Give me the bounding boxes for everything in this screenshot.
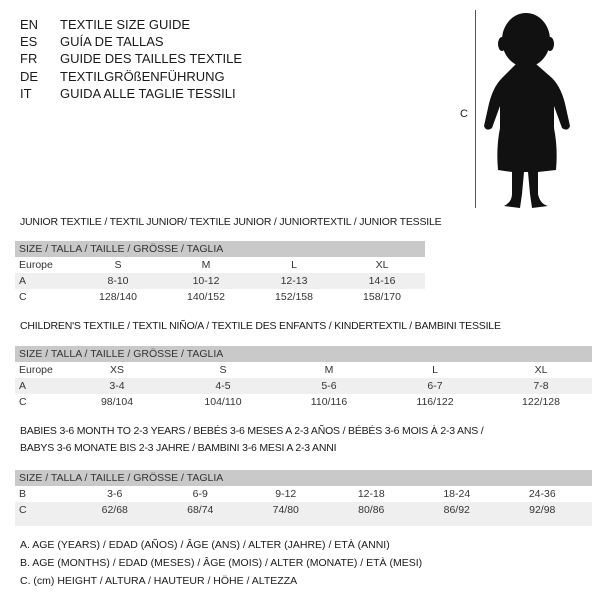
height-measure-label: C: [460, 108, 468, 120]
title-it: IT GUIDA ALLE TAGLIE TESSILI: [20, 85, 236, 101]
language-titles: EN TEXTILE SIZE GUIDE ES GUÍA DE TALLAS FR…: [20, 16, 242, 102]
cell: M: [201, 259, 211, 271]
cell: 62/68: [101, 504, 128, 516]
cell: L: [291, 259, 297, 271]
table-row: C 62/68 68/74 74/80 80/86 86/92 92/98: [15, 502, 592, 526]
cell: 12-13: [280, 275, 308, 287]
cell: 18-24: [443, 488, 471, 500]
table-header: SIZE / TALLA / TAILLE / GRÖSSE / TAGLIA: [15, 470, 592, 486]
legend-b: B. AGE (MONTHS) / EDAD (MESES) / ÂGE (MO…: [20, 557, 423, 569]
table-row: A 3-4 4-5 5-6 6-7 7-8: [15, 378, 592, 394]
cell: 122/128: [522, 396, 560, 408]
junior-size-table: SIZE / TALLA / TAILLE / GRÖSSE / TAGLIA …: [15, 241, 425, 305]
legend: A. AGE (YEARS) / EDAD (AÑOS) / ÂGE (ANS)…: [20, 536, 422, 590]
babies-size-table: SIZE / TALLA / TAILLE / GRÖSSE / TAGLIA …: [15, 470, 592, 526]
height-measure-line: [475, 10, 476, 208]
cell: 6-7: [427, 380, 443, 392]
title-en: EN TEXTILE SIZE GUIDE: [20, 17, 191, 32]
table-row: C 98/104 104/110 110/116 116/122 122/128: [15, 394, 592, 410]
title-fr: FR GUIDE DES TAILLES TEXTILE: [20, 51, 243, 67]
cell: 10-12: [192, 275, 220, 287]
cell: 152/158: [275, 291, 313, 303]
cell: 7-8: [533, 380, 549, 392]
cell: 140/152: [187, 291, 225, 303]
cell: 24-36: [528, 488, 556, 500]
table-header: SIZE / TALLA / TAILLE / GRÖSSE / TAGLIA: [15, 241, 425, 257]
cell: 3-6: [107, 488, 123, 500]
baby-silhouette-icon: [484, 13, 570, 208]
cell: 98/104: [100, 396, 134, 408]
cell: 3-4: [109, 380, 125, 392]
junior-section-title: JUNIOR TEXTILE / TEXTIL JUNIOR/ TEXTILE …: [20, 216, 442, 228]
cell: M: [324, 364, 334, 376]
cell: 86/92: [443, 504, 470, 516]
table-row: Europe S M L XL: [15, 257, 425, 273]
cell: 116/122: [416, 396, 454, 408]
table-row: B 3-6 6-9 9-12 12-18 18-24 24-36: [15, 486, 592, 502]
table-row: C 128/140 140/152 152/158 158/170: [15, 289, 425, 305]
children-size-table: SIZE / TALLA / TAILLE / GRÖSSE / TAGLIA …: [15, 346, 592, 410]
cell: 74/80: [272, 504, 299, 516]
title-de: DE TEXTILGRÖßENFÜHRUNG: [20, 68, 225, 84]
legend-a: A. AGE (YEARS) / EDAD (AÑOS) / ÂGE (ANS)…: [20, 539, 390, 551]
cell: 9-12: [275, 488, 297, 500]
table-row: A 8-10 10-12 12-13 14-16: [15, 273, 425, 289]
cell: 110/116: [310, 396, 348, 408]
table-header: SIZE / TALLA / TAILLE / GRÖSSE / TAGLIA: [15, 346, 592, 362]
cell: 4-5: [215, 380, 231, 392]
cell: 128/140: [99, 291, 137, 303]
cell: 158/170: [363, 291, 401, 303]
cell: 5-6: [321, 380, 337, 392]
children-section-title: CHILDREN'S TEXTILE / TEXTIL NIÑO/A / TEX…: [20, 320, 501, 332]
cell: XL: [375, 259, 389, 271]
cell: 8-10: [107, 275, 129, 287]
babies-section-title: BABIES 3-6 MONTH TO 2-3 YEARS / BEBÉS 3-…: [20, 425, 484, 454]
cell: 12-18: [357, 488, 385, 500]
legend-c: C. (cm) HEIGHT / ALTURA / HAUTEUR / HÖHE…: [20, 575, 298, 587]
cell: XL: [534, 364, 548, 376]
cell: L: [432, 364, 438, 376]
cell: XS: [109, 364, 124, 376]
cell: S: [219, 364, 227, 376]
cell: 80/86: [358, 504, 385, 516]
cell: 6-9: [192, 488, 208, 500]
cell: 14-16: [368, 275, 396, 287]
title-es: ES GUÍA DE TALLAS: [20, 34, 164, 50]
cell: 92/98: [529, 504, 556, 516]
cell: 104/110: [204, 396, 242, 408]
cell: S: [114, 259, 122, 271]
table-row: Europe XS S M L XL: [15, 362, 592, 378]
cell: 68/74: [187, 504, 214, 516]
